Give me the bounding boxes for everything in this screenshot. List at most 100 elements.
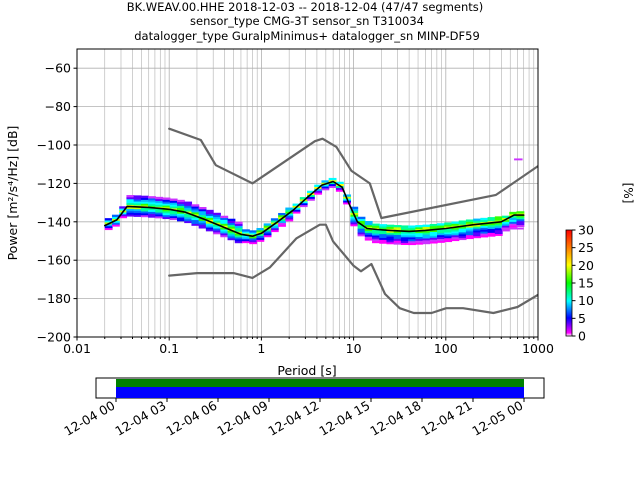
density-cell <box>465 234 474 238</box>
density-cell <box>502 229 510 232</box>
density-cell <box>314 188 323 191</box>
density-cell <box>263 229 272 232</box>
density-cell <box>169 213 178 217</box>
plot-area: 0.01 0.1 1 10 100 1000 −200 −180 −160 −140 −120 −1… <box>37 48 554 356</box>
density-cell <box>480 227 489 230</box>
density-cell <box>487 228 496 231</box>
x-tick-label: 10 <box>346 341 362 356</box>
density-cell <box>465 227 474 230</box>
density-cell <box>400 238 409 242</box>
density-cell <box>473 220 481 223</box>
density-cell <box>328 183 337 187</box>
density-cell <box>220 233 229 236</box>
density-cell <box>119 206 128 209</box>
density-cell <box>516 222 525 226</box>
density-cell <box>285 215 294 218</box>
density-cell <box>256 239 265 242</box>
density-cell <box>444 235 453 239</box>
density-cell <box>148 213 156 216</box>
density-cell <box>437 230 445 234</box>
density-cell <box>270 218 279 221</box>
density-cell <box>162 201 171 204</box>
density-cell <box>148 196 156 199</box>
colorbar-tick-label: 5 <box>578 311 586 326</box>
density-cell <box>379 233 388 237</box>
density-cell <box>357 228 366 231</box>
density-cell <box>111 220 120 223</box>
density-cell <box>227 220 236 223</box>
density-cell <box>148 207 156 210</box>
density-cell <box>494 224 503 227</box>
density-cell <box>133 195 142 198</box>
density-cell <box>285 219 294 222</box>
density-cell <box>480 229 489 232</box>
density-cell <box>465 219 474 222</box>
density-cell <box>126 214 135 217</box>
density-cell <box>350 210 359 213</box>
density-cell <box>408 227 416 230</box>
density-cell <box>429 223 438 227</box>
density-cell <box>133 197 142 200</box>
density-cell <box>126 210 135 213</box>
colorbar-ticks: 0 5 10 15 20 25 30 <box>572 223 594 344</box>
density-cell <box>444 222 453 225</box>
density-cell <box>393 234 402 237</box>
density-cell <box>162 214 171 218</box>
density-cell <box>198 218 207 221</box>
density-cell <box>408 242 416 246</box>
density-cell <box>198 224 207 227</box>
density-cell <box>487 230 496 233</box>
density-cell <box>263 223 272 226</box>
mean-curve <box>104 180 525 237</box>
density-cell <box>126 208 135 211</box>
density-cell <box>502 221 510 224</box>
density-cell <box>372 235 380 238</box>
colorbar-gradient <box>565 229 573 337</box>
density-cell <box>176 201 185 205</box>
density-cell <box>429 235 438 238</box>
density-cell <box>111 224 120 227</box>
density-cell <box>133 206 142 210</box>
density-cell <box>487 219 496 222</box>
coverage-tick-label: 12-05 00 <box>469 398 525 439</box>
density-cell <box>502 219 510 222</box>
density-cell <box>220 219 229 222</box>
density-cell <box>263 225 272 228</box>
density-cell <box>458 233 467 237</box>
density-cell <box>205 213 214 216</box>
density-cell <box>205 227 214 230</box>
density-cell <box>169 204 178 207</box>
density-cell <box>155 198 164 202</box>
density-cell <box>516 224 525 227</box>
density-cell <box>198 210 207 214</box>
density-cell <box>249 241 258 245</box>
density-cell <box>169 217 178 221</box>
density-cell <box>111 216 120 219</box>
density-cell <box>451 229 460 232</box>
density-cell <box>148 215 156 218</box>
density-cell <box>465 236 474 240</box>
density-cell <box>140 203 149 206</box>
density-cell <box>372 231 380 234</box>
density-cell <box>227 228 236 231</box>
density-cell <box>126 202 135 206</box>
density-cell <box>364 220 373 224</box>
density-cell <box>184 201 193 204</box>
density-cell <box>184 211 193 214</box>
density-cell <box>242 233 250 236</box>
density-cell <box>437 236 445 240</box>
density-cell <box>213 226 221 229</box>
density-cell <box>278 224 286 227</box>
density-cell <box>176 217 185 220</box>
density-cell <box>480 233 489 236</box>
density-cell <box>126 200 135 204</box>
density-cell <box>155 216 164 219</box>
x-tick-label: 100 <box>434 341 458 356</box>
density-cell <box>350 216 359 219</box>
density-cell <box>480 235 489 238</box>
density-cell <box>400 236 409 240</box>
density-cell <box>256 233 265 237</box>
density-cell <box>408 225 416 228</box>
density-cell <box>184 207 193 210</box>
density-cell <box>328 177 337 181</box>
